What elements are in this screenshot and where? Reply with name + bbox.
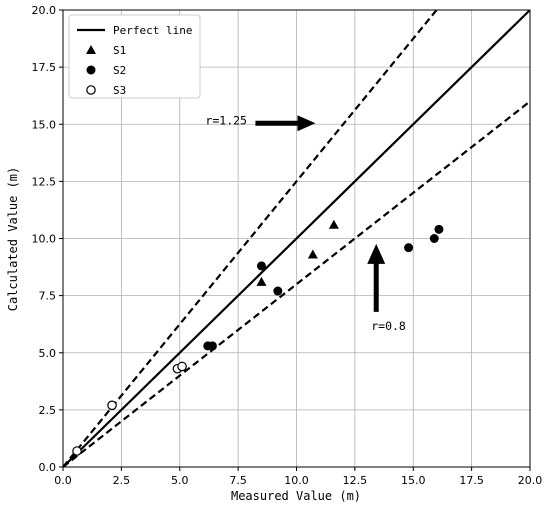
legend-box <box>68 14 201 99</box>
legend-label: S2 <box>113 64 126 77</box>
data-points <box>72 219 444 456</box>
x-tick-label: 10.0 <box>284 474 309 487</box>
x-tick-label: 2.5 <box>113 474 131 487</box>
x-tick-label: 5.0 <box>171 474 189 487</box>
y-tick-label: 7.5 <box>39 290 57 303</box>
point-s3 <box>107 400 117 411</box>
y-tick-label: 5.0 <box>39 347 57 360</box>
legend: Perfect line S1 S2 S3 <box>68 14 201 99</box>
y-tick-label: 10.0 <box>32 233 57 246</box>
annotation-label: r=0.8 <box>371 319 406 333</box>
y-axis-label: Calculated Value (m) <box>6 167 20 312</box>
reference-lines <box>63 10 530 467</box>
legend-label: Perfect line <box>113 24 192 37</box>
x-tick-label: 20.0 <box>518 474 543 487</box>
legend-marker-s2 <box>86 65 96 75</box>
legend-label: S1 <box>113 44 126 57</box>
y-tick-label: 20.0 <box>32 4 57 17</box>
point-s3 <box>72 446 82 456</box>
point-s2 <box>434 224 444 234</box>
y-axis-ticks: 0.0 2.5 5.0 7.5 10.0 12.5 15.0 17.5 20.0 <box>32 4 63 474</box>
x-tick-label: 7.5 <box>229 474 247 487</box>
x-tick-label: 0.0 <box>54 474 72 487</box>
legend-marker-s1 <box>86 45 96 54</box>
x-tick-label: 15.0 <box>401 474 426 487</box>
point-s1 <box>256 276 267 286</box>
x-axis-label: Measured Value (m) <box>231 489 361 503</box>
point-s2 <box>429 234 439 243</box>
y-tick-label: 17.5 <box>32 61 57 74</box>
arrow-right-head <box>297 115 316 132</box>
annotation-label: r=1.25 <box>205 113 247 127</box>
legend-label: S3 <box>113 84 126 97</box>
point-s2 <box>273 286 283 296</box>
y-tick-label: 2.5 <box>39 404 57 417</box>
point-s2 <box>256 261 266 271</box>
x-tick-label: 12.5 <box>343 474 368 487</box>
arrow-up-head <box>367 243 386 264</box>
point-s2 <box>404 243 414 253</box>
ratio-line-1.25 <box>63 10 439 467</box>
point-s1 <box>328 219 339 229</box>
x-axis-ticks: 0.0 2.5 5.0 7.5 10.0 12.5 15.0 17.5 20.0 <box>54 467 542 487</box>
y-tick-label: 12.5 <box>32 175 57 188</box>
perfect-line <box>63 10 530 467</box>
x-tick-label: 17.5 <box>459 474 484 487</box>
y-tick-label: 15.0 <box>32 118 57 131</box>
legend-marker-s3 <box>86 85 96 95</box>
annotations: r=1.25 r=0.8 <box>205 113 405 333</box>
point-s1 <box>307 249 318 259</box>
y-tick-label: 0.0 <box>39 461 57 474</box>
point-s3 <box>177 361 187 372</box>
point-s2 <box>207 341 217 351</box>
